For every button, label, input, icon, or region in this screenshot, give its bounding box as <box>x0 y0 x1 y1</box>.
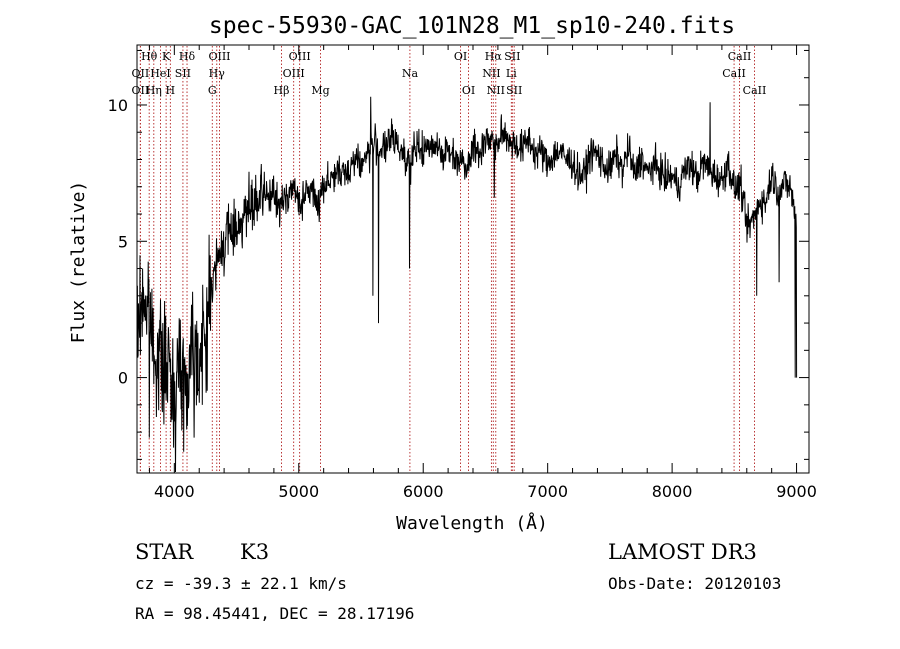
plot-frame <box>136 44 810 474</box>
x-tick-label: 8000 <box>652 482 693 501</box>
spectral-line-label: SII <box>506 84 522 97</box>
spectral-line-label: SII <box>504 50 520 63</box>
spectral-line-label: Hθ <box>141 50 158 63</box>
spectrum-series <box>136 96 798 473</box>
chart-title: spec-55930-GAC_101N28_M1_sp10-240.fits <box>209 13 735 39</box>
spectral-line-label: OI <box>454 50 467 63</box>
tick-labels: 4000 5000 6000 7000 8000 9000 0 5 10 <box>108 96 817 501</box>
spectral-line-label: K <box>162 50 171 63</box>
spectral-line-label: OIII <box>289 50 311 63</box>
x-axis-label: Wavelength (Å) <box>396 512 548 534</box>
spectral-line-label: NII <box>482 67 500 80</box>
x-tick-label: 6000 <box>403 482 444 501</box>
spectral-line-label: Hδ <box>179 50 196 63</box>
axis-ticks <box>137 45 809 473</box>
coordinates: RA = 98.45441, DEC = 28.17196 <box>135 604 415 623</box>
y-tick-label: 5 <box>118 232 128 251</box>
spectral-line-label: CaII <box>728 50 752 63</box>
spectral-line-label: OII <box>132 67 150 80</box>
spectral-line-label: Na <box>402 67 419 80</box>
observation-date: Obs-Date: 20120103 <box>608 574 782 593</box>
spectral-line-label: H <box>166 84 176 97</box>
redshift-velocity: cz = -39.3 ± 22.1 km/s <box>135 574 347 593</box>
spectral-line-label: HeI <box>150 67 170 80</box>
spectral-line-label: Hβ <box>274 84 290 97</box>
x-tick-label: 5000 <box>278 482 319 501</box>
x-tick-label: 7000 <box>527 482 568 501</box>
spectral-line-label: Li <box>506 67 517 80</box>
spectral-line-label: CaII <box>722 67 746 80</box>
y-axis-label: Flux (relative) <box>68 181 89 344</box>
spectrum-line <box>136 96 798 473</box>
spectral-line-label: Hα <box>485 50 503 63</box>
spectral-line-label: CaII <box>743 84 767 97</box>
survey-name: LAMOST DR3 <box>608 540 757 564</box>
spectral-line-label: OI <box>462 84 475 97</box>
spectral-line-label: SII <box>175 67 191 80</box>
spectral-line-label: NII <box>487 84 505 97</box>
spectral-line-label: OII <box>132 84 150 97</box>
y-tick-label: 10 <box>108 96 128 115</box>
x-tick-label: 4000 <box>154 482 195 501</box>
spectral-line-markers <box>139 46 755 472</box>
spectral-line-label: OIII <box>283 67 305 80</box>
spectral-line-label: Mg <box>311 84 329 97</box>
spectral-line-label: Hγ <box>209 67 226 80</box>
object-type: STAR <box>135 540 194 564</box>
y-tick-label: 0 <box>118 369 128 388</box>
spectral-line-label: Hη <box>146 84 162 97</box>
spectral-line-label: G <box>208 84 217 97</box>
x-tick-label: 9000 <box>776 482 817 501</box>
spectral-subclass: K3 <box>240 540 270 564</box>
spectral-line-label: OIII <box>208 50 230 63</box>
